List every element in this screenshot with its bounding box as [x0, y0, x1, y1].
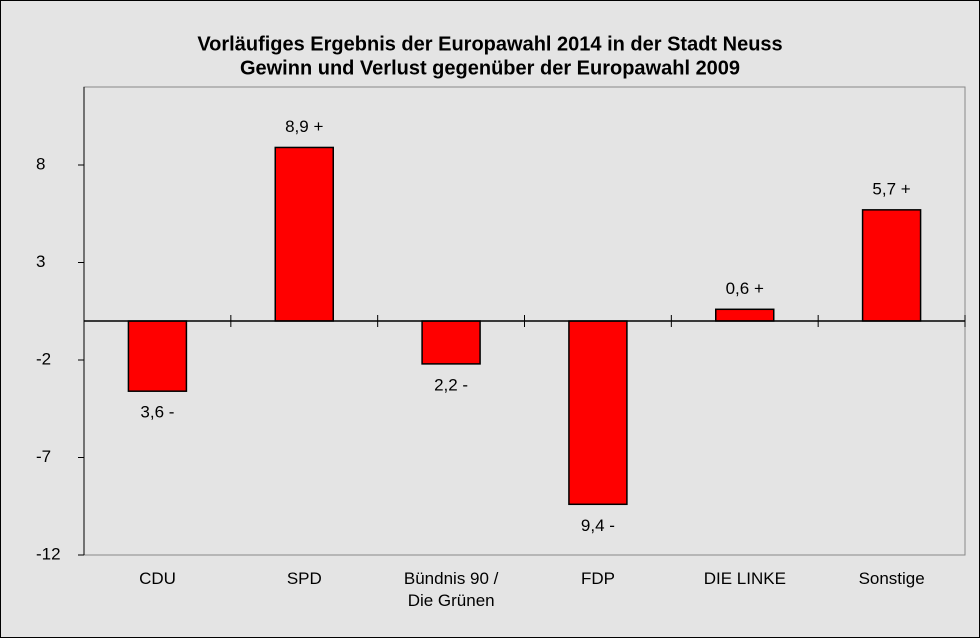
data-label: 3,6 -: [140, 403, 174, 422]
x-tick-label: DIE LINKE: [703, 569, 786, 588]
data-label: 8,9 +: [285, 117, 323, 136]
y-tick-label: 3: [36, 252, 45, 271]
bar: [421, 320, 481, 365]
data-label: 0,6 +: [726, 279, 764, 298]
chart-title: Vorläufiges Ergebnis der Europawahl 2014…: [197, 33, 782, 55]
bar: [274, 146, 334, 322]
bar: [568, 320, 628, 506]
data-label: 2,2 -: [434, 375, 468, 394]
y-tick-label: -7: [36, 447, 51, 466]
bar: [127, 320, 188, 392]
data-label: 5,7 +: [872, 179, 910, 198]
y-tick-label: 8: [36, 154, 45, 173]
data-label: 9,4 -: [581, 516, 615, 535]
bar: [715, 308, 775, 322]
y-tick-label: -2: [36, 349, 51, 368]
x-tick-label: FDP: [581, 569, 615, 588]
x-tick-label: Bündnis 90 / Die Grünen: [403, 569, 499, 610]
x-tick-label: CDU: [139, 569, 176, 588]
y-tick-label: -12: [36, 544, 61, 563]
bar: [861, 209, 922, 322]
x-tick-label: Sonstige: [858, 569, 925, 588]
x-tick-label: SPD: [286, 569, 322, 588]
chart-subtitle: Gewinn und Verlust gegenüber der Europaw…: [240, 57, 740, 79]
